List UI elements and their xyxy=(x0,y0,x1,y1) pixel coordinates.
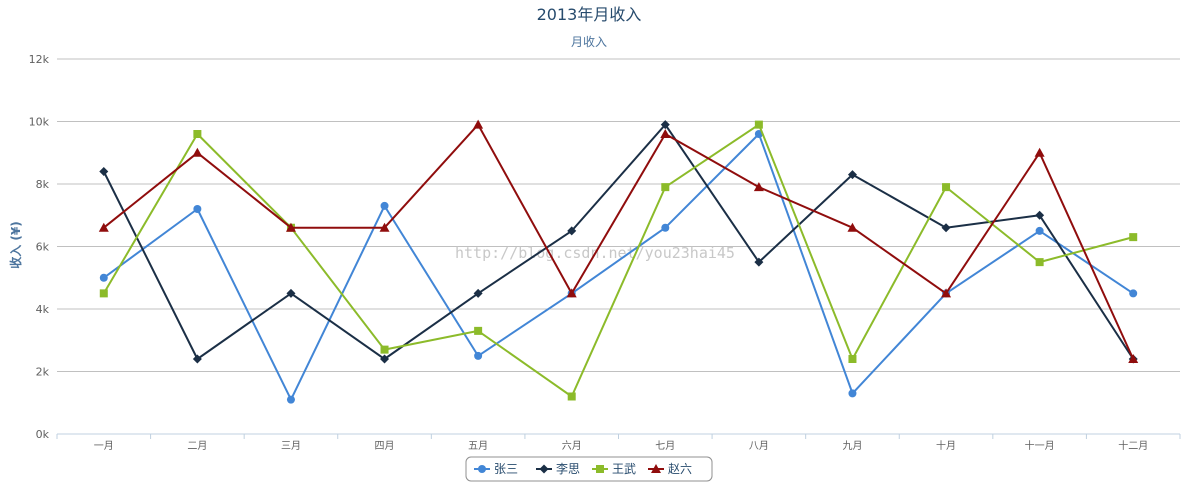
data-point xyxy=(474,351,483,360)
y-tick-label: 8k xyxy=(36,178,50,191)
series-group xyxy=(98,119,1139,404)
x-tick-label: 九月 xyxy=(842,440,862,452)
data-point xyxy=(661,183,670,192)
legend[interactable]: 张三 李思 王武 赵六 xyxy=(465,456,713,482)
x-tick-label: 八月 xyxy=(749,440,769,452)
data-point xyxy=(847,170,857,180)
data-point xyxy=(1128,354,1139,363)
legend-item-1[interactable]: 张三 xyxy=(474,462,518,476)
data-point xyxy=(1035,258,1044,267)
legend-item-3[interactable]: 王武 xyxy=(592,462,636,476)
x-tick-label: 六月 xyxy=(562,440,582,452)
data-point xyxy=(847,222,858,232)
series-4 xyxy=(98,119,1139,363)
data-point xyxy=(753,182,764,192)
series-line xyxy=(103,133,1134,401)
data-point xyxy=(193,130,202,138)
data-point xyxy=(99,167,109,176)
x-tick-label: 一月 xyxy=(94,440,114,452)
series-line xyxy=(102,123,1134,398)
data-point xyxy=(848,355,857,363)
data-point xyxy=(566,288,577,298)
data-point xyxy=(1035,210,1045,220)
chart-title: 2013年月收入 xyxy=(537,5,642,24)
x-tick-label: 二月 xyxy=(187,440,207,452)
x-tick-label: 四月 xyxy=(375,440,395,452)
y-axis-ticks: 0k 2k 4k 6k 8k 10k 12k xyxy=(29,53,50,441)
data-point xyxy=(285,222,296,232)
data-point xyxy=(660,129,671,138)
data-point xyxy=(1035,226,1044,235)
x-tick-label: 十一月 xyxy=(1025,439,1055,452)
data-point xyxy=(286,395,295,404)
data-point xyxy=(380,345,389,354)
series-1 xyxy=(99,130,1138,404)
data-point xyxy=(192,147,203,157)
x-tick-label: 五月 xyxy=(468,440,488,452)
data-point xyxy=(567,392,576,401)
data-point xyxy=(941,288,952,298)
y-tick-label: 12k xyxy=(29,53,50,66)
legend-item-4[interactable]: 赵六 xyxy=(648,462,692,476)
data-point xyxy=(473,288,483,298)
data-point xyxy=(98,222,109,232)
legend-marker xyxy=(539,464,549,474)
x-axis: 一月 二月 三月 四月 五月 六月 七月 八月 九月 十月 十一月 十二月 xyxy=(56,433,1181,452)
y-tick-label: 0k xyxy=(36,428,50,441)
legend-label: 张三 xyxy=(494,462,518,476)
legend-marker xyxy=(596,465,604,473)
data-point xyxy=(754,257,764,267)
y-tick-label: 4k xyxy=(36,303,50,316)
data-point xyxy=(661,223,670,232)
data-point xyxy=(99,289,108,298)
y-tick-label: 2k xyxy=(36,366,50,379)
y-axis-label: 收入 (¥) xyxy=(8,221,23,269)
legend-item-2[interactable]: 李思 xyxy=(536,461,580,476)
legend-marker xyxy=(651,464,661,473)
x-tick-label: 十月 xyxy=(936,439,956,452)
data-point xyxy=(286,288,296,298)
legend-label: 王武 xyxy=(612,462,636,476)
data-point xyxy=(380,354,390,364)
data-point xyxy=(941,223,951,233)
data-point xyxy=(1129,289,1138,298)
data-point xyxy=(1129,233,1138,242)
y-tick-label: 10k xyxy=(29,116,50,129)
x-tick-label: 七月 xyxy=(655,440,675,452)
data-point xyxy=(99,273,108,282)
series-line xyxy=(102,123,1135,360)
legend-marker xyxy=(478,465,486,473)
data-point xyxy=(1034,147,1045,157)
data-point xyxy=(754,120,763,129)
data-point xyxy=(192,354,202,364)
data-point xyxy=(473,119,484,129)
series-line xyxy=(103,123,1135,360)
data-point xyxy=(848,389,857,398)
y-tick-label: 6k xyxy=(36,241,50,254)
legend-label: 李思 xyxy=(556,461,580,476)
data-point xyxy=(567,226,577,236)
data-point xyxy=(380,201,389,210)
x-tick-label: 三月 xyxy=(281,440,301,452)
data-point xyxy=(660,120,670,130)
data-point xyxy=(193,205,202,213)
data-point xyxy=(474,326,483,335)
chart-subtitle: 月收入 xyxy=(571,35,607,49)
legend-box xyxy=(465,456,713,482)
data-point xyxy=(379,222,390,232)
data-point xyxy=(942,183,951,192)
legend-label: 赵六 xyxy=(668,462,692,476)
grid-lines xyxy=(57,58,1180,372)
series-2 xyxy=(99,120,1138,364)
x-tick-label: 十二月 xyxy=(1118,439,1148,452)
